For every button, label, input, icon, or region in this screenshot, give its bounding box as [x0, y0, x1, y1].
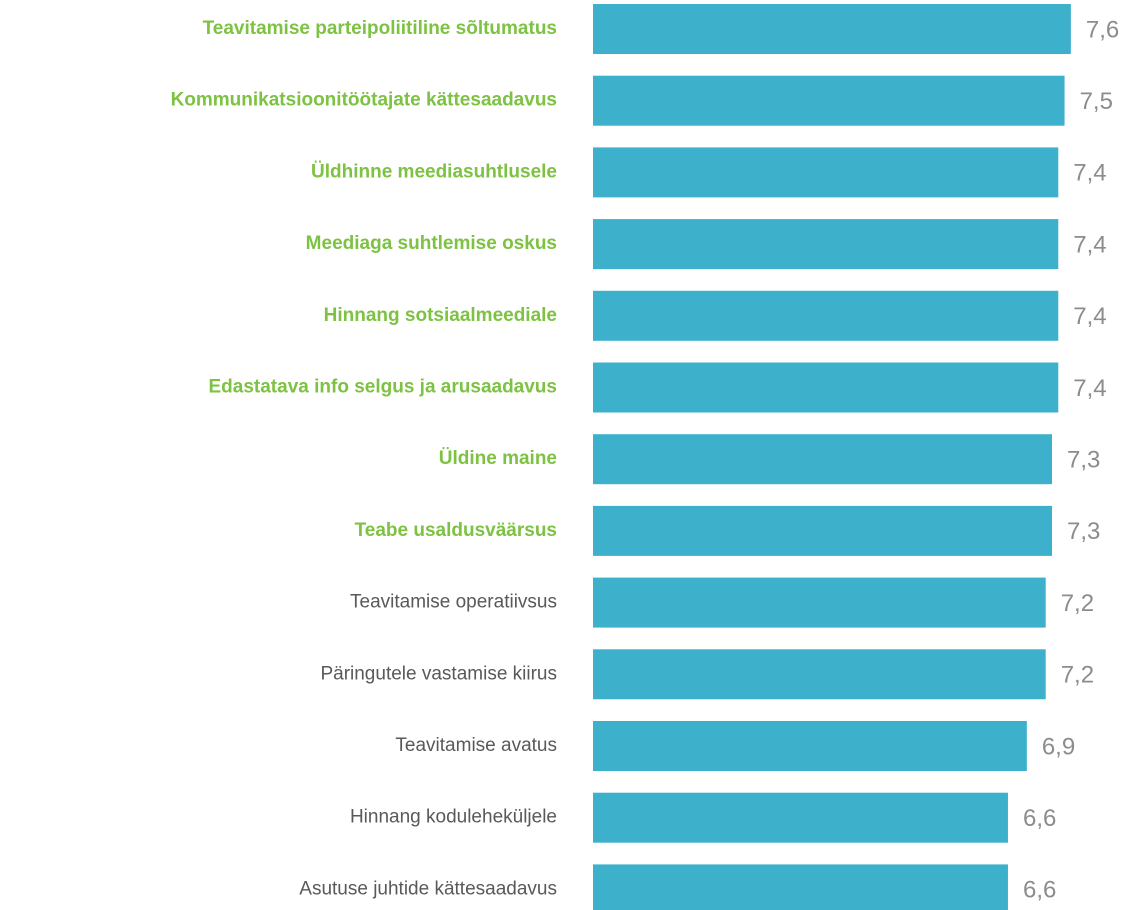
category-label: Üldine maine	[439, 448, 557, 469]
bar	[593, 4, 1071, 54]
bar	[593, 649, 1046, 700]
category-label: Hinnang koduleheküljele	[350, 807, 557, 828]
category-label: Üldhinne meediasuhtlusele	[311, 161, 557, 182]
value-label: 7,6	[1086, 16, 1119, 43]
value-label: 6,6	[1023, 805, 1056, 832]
bar	[593, 864, 1008, 910]
bar	[593, 721, 1027, 771]
value-label: 7,3	[1067, 447, 1100, 474]
value-label: 7,3	[1067, 518, 1100, 545]
category-label: Asutuse juhtide kättesaadavus	[299, 878, 557, 899]
category-label: Päringutele vastamise kiirus	[320, 663, 557, 684]
category-label: Teavitamise operatiivsus	[350, 592, 557, 613]
bar	[593, 434, 1052, 485]
value-label: 6,9	[1042, 733, 1075, 760]
category-label: Teavitamise avatus	[395, 735, 557, 756]
bar	[593, 792, 1008, 843]
bar	[593, 75, 1065, 126]
bar	[593, 219, 1059, 270]
category-label: Hinnang sotsiaalmeediale	[324, 305, 557, 326]
value-label: 7,4	[1073, 375, 1106, 402]
value-label: 7,5	[1080, 88, 1113, 115]
value-label: 7,4	[1073, 303, 1106, 330]
value-label: 7,4	[1073, 160, 1106, 187]
category-label: Kommunikatsioonitöötajate kättesaadavus	[171, 90, 557, 111]
value-label: 7,4	[1073, 231, 1106, 258]
bar	[593, 362, 1059, 413]
value-label: 6,6	[1023, 877, 1056, 904]
bar	[593, 505, 1052, 556]
category-label: Teabe usaldusväärsus	[355, 520, 557, 541]
bar	[593, 147, 1059, 198]
value-label: 7,2	[1061, 662, 1094, 689]
category-label: Teavitamise parteipoliitiline sõltumatus	[203, 18, 557, 39]
bar	[593, 577, 1046, 628]
bar	[593, 290, 1059, 341]
category-label: Edastatava info selgus ja arusaadavus	[209, 377, 558, 398]
category-label: Meediaga suhtlemise oskus	[306, 233, 557, 254]
value-label: 7,2	[1061, 590, 1094, 617]
